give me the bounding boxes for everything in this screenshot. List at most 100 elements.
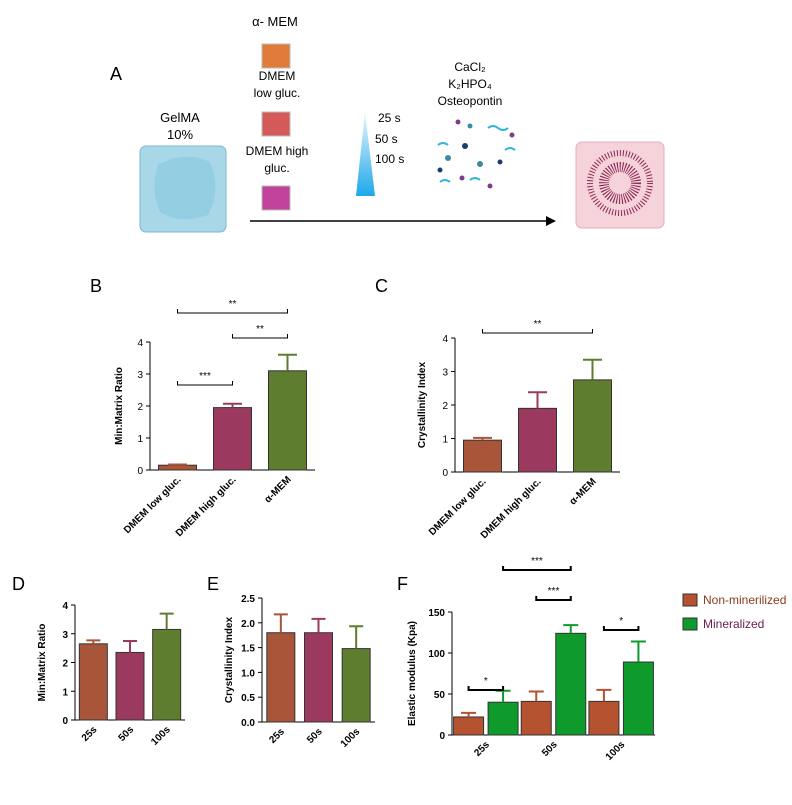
time-label: 25 s bbox=[378, 111, 401, 125]
y-tick-label: 4 bbox=[62, 601, 68, 612]
significance-bracket bbox=[502, 566, 572, 571]
y-axis-label: Min:Matrix Ratio bbox=[37, 624, 48, 702]
y-tick-label: 100 bbox=[428, 649, 445, 660]
x-tick-label: DMEM high gluc. bbox=[479, 476, 544, 541]
significance-bracket bbox=[177, 309, 288, 314]
significance-label: *** bbox=[531, 556, 543, 567]
bar bbox=[622, 661, 654, 736]
bar bbox=[518, 407, 557, 473]
error-bar bbox=[528, 690, 544, 702]
y-tick-label: 1 bbox=[62, 687, 68, 698]
error-bar bbox=[583, 358, 602, 380]
bar bbox=[588, 700, 620, 736]
x-tick-label: DMEM high gluc. bbox=[174, 474, 239, 539]
mineral-core bbox=[599, 162, 641, 204]
y-tick-label: 0.5 bbox=[241, 693, 255, 704]
y-tick-label: 150 bbox=[428, 608, 445, 619]
particles bbox=[437, 119, 516, 189]
x-tick-label: 50s bbox=[540, 739, 560, 759]
error-bar bbox=[311, 617, 326, 633]
y-axis-label: Elastic modulus (Kpa) bbox=[407, 621, 418, 726]
bar bbox=[463, 439, 502, 473]
beaker bbox=[261, 185, 291, 211]
media-label: DMEM high bbox=[246, 144, 309, 158]
error-bar bbox=[278, 353, 297, 371]
bar bbox=[268, 370, 307, 471]
significance-label: ** bbox=[229, 299, 237, 310]
y-tick-label: 0.0 bbox=[241, 718, 255, 729]
bar bbox=[78, 643, 108, 721]
y-tick-label: 3 bbox=[137, 370, 143, 381]
y-tick-label: 1.5 bbox=[241, 644, 255, 655]
y-tick-label: 2.5 bbox=[241, 594, 255, 605]
bar bbox=[555, 632, 587, 736]
y-tick-label: 2.0 bbox=[241, 619, 255, 630]
gel-label: GelMA bbox=[160, 110, 200, 125]
error-bar bbox=[495, 689, 511, 703]
panel-letter: F bbox=[397, 574, 408, 594]
gel-shape bbox=[154, 156, 216, 220]
y-tick-label: 0 bbox=[62, 716, 68, 727]
y-tick-label: 3 bbox=[62, 630, 68, 641]
y-tick-label: 0 bbox=[137, 466, 143, 477]
ion-label: Osteopontin bbox=[438, 94, 503, 108]
x-tick-label: 100s bbox=[149, 724, 173, 748]
y-tick-label: 1 bbox=[137, 434, 143, 445]
ion-label: K₂HPO₄ bbox=[448, 77, 492, 91]
mineral-sphere bbox=[587, 150, 653, 216]
significance-label: ** bbox=[256, 324, 264, 335]
error-bar bbox=[159, 612, 174, 630]
y-tick-label: 4 bbox=[442, 334, 448, 345]
error-bar bbox=[461, 711, 477, 717]
gel-label: 10% bbox=[167, 127, 193, 142]
y-tick-label: 2 bbox=[137, 402, 143, 413]
error-bar bbox=[349, 625, 364, 649]
bar bbox=[158, 464, 197, 471]
panel-letter: E bbox=[207, 574, 219, 594]
legend-swatch bbox=[682, 593, 698, 607]
legend-label: Non-minerilized bbox=[703, 593, 786, 607]
error-bar bbox=[223, 402, 242, 408]
media-label: low gluc. bbox=[254, 86, 301, 100]
bar bbox=[304, 632, 333, 723]
y-axis-label: Crystallinity Index bbox=[224, 616, 235, 703]
bar bbox=[266, 632, 296, 723]
significance-bracket bbox=[177, 381, 233, 386]
significance-label: *** bbox=[548, 586, 560, 597]
bar bbox=[487, 701, 519, 736]
x-tick-label: DMEM low gluc. bbox=[427, 476, 489, 538]
time-label: 100 s bbox=[375, 152, 404, 166]
panel-letter: A bbox=[110, 64, 122, 84]
panel-letter: C bbox=[375, 276, 388, 296]
error-bar bbox=[596, 688, 612, 702]
y-tick-label: 3 bbox=[442, 368, 448, 379]
significance-bracket bbox=[482, 329, 593, 334]
x-tick-label: 100s bbox=[604, 739, 628, 763]
error-bar bbox=[563, 624, 579, 634]
error-bar bbox=[123, 639, 137, 653]
y-axis-label: Crystallinity Index bbox=[417, 361, 428, 448]
x-tick-label: α-MEM bbox=[263, 474, 294, 505]
x-tick-label: 25s bbox=[472, 739, 492, 759]
media-label: α- MEM bbox=[252, 14, 298, 29]
x-tick-label: 100s bbox=[339, 726, 363, 750]
panel-letter: D bbox=[12, 574, 25, 594]
beaker bbox=[261, 111, 291, 137]
significance-bracket bbox=[535, 596, 572, 601]
significance-label: ** bbox=[534, 319, 542, 330]
x-tick-label: DMEM low gluc. bbox=[122, 474, 184, 536]
significance-bracket bbox=[602, 626, 640, 631]
error-bar bbox=[273, 613, 288, 633]
media-label: gluc. bbox=[264, 161, 289, 175]
time-label: 50 s bbox=[375, 132, 398, 146]
bar bbox=[152, 628, 182, 721]
y-tick-label: 4 bbox=[137, 338, 143, 349]
y-tick-label: 1.0 bbox=[241, 668, 255, 679]
significance-bracket bbox=[232, 334, 288, 339]
legend-label: Mineralized bbox=[703, 617, 764, 631]
bar bbox=[520, 700, 552, 736]
x-tick-label: 50s bbox=[117, 724, 137, 744]
significance-bracket bbox=[467, 686, 505, 691]
bar bbox=[453, 716, 485, 736]
